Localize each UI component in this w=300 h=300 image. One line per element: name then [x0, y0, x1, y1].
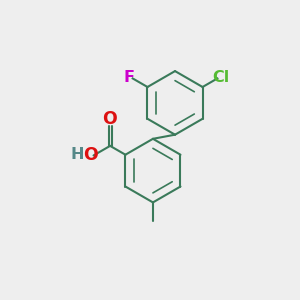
Text: O: O: [102, 110, 117, 128]
Text: F: F: [124, 70, 135, 85]
Text: H: H: [70, 147, 84, 162]
Text: O: O: [83, 146, 98, 164]
Text: Cl: Cl: [213, 70, 230, 85]
